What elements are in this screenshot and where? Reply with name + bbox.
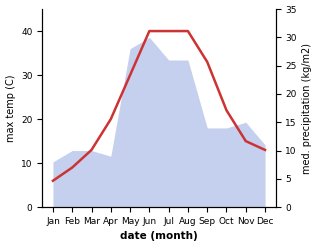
X-axis label: date (month): date (month) bbox=[120, 231, 198, 242]
Y-axis label: med. precipitation (kg/m2): med. precipitation (kg/m2) bbox=[302, 43, 313, 174]
Y-axis label: max temp (C): max temp (C) bbox=[5, 74, 16, 142]
